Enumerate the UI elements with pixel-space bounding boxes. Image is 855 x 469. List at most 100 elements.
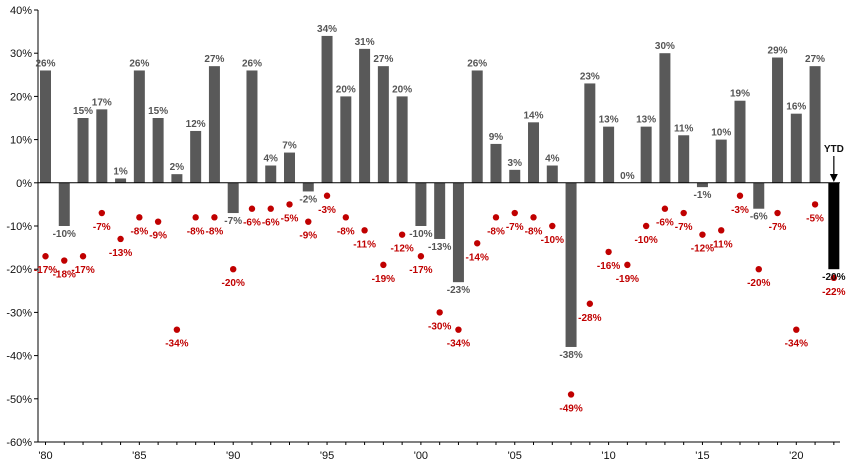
y-tick-label: -50% [6,394,32,406]
decline-value-label: -9% [149,231,167,242]
decline-dot [305,218,312,225]
return-bar [509,169,521,183]
decline-value-label: -34% [785,339,808,350]
bar-value-label: 10% [711,128,731,139]
return-bar [828,182,840,270]
return-bar [340,96,352,183]
bar-value-label: -10% [53,229,76,240]
decline-dot [61,257,68,264]
bar-value-label: 3% [508,158,523,169]
decline-value-label: -16% [597,261,620,272]
bars-layer [40,35,840,347]
decline-dot [605,248,612,256]
decline-value-label: -3% [318,205,336,216]
decline-value-label: -3% [731,205,749,216]
return-bar [528,122,540,183]
return-bar [321,35,333,183]
x-tick-label: '15 [695,450,709,462]
decline-value-label: -5% [806,213,824,224]
return-bar [490,143,502,183]
bar-value-label: 20% [336,84,356,95]
return-bar [377,66,389,183]
decline-value-label: -30% [428,321,451,332]
decline-value-label: -8% [130,226,148,237]
return-bar [58,182,70,226]
return-bar [565,182,577,347]
return-bar [302,182,314,192]
decline-value-label: -5% [281,213,299,224]
ytd-label: YTD [824,144,844,155]
decline-dot [380,261,387,269]
return-bar [415,182,427,226]
bar-value-label: 7% [282,141,297,152]
bar-value-label: 9% [489,132,504,143]
x-tick-label: '05 [508,450,522,462]
decline-dot [624,261,631,269]
decline-dot [417,253,425,260]
decline-dot [830,274,838,282]
return-bar [396,96,408,183]
bar-value-label: 26% [129,58,149,69]
ytd-arrow-head [829,174,838,182]
decline-value-label: -10% [634,235,657,246]
bar-value-label: 30% [655,41,675,52]
y-tick-label: -20% [6,264,32,276]
bar-value-label: 23% [580,71,600,82]
x-tick-label: '00 [414,450,428,462]
bar-value-label: 14% [524,110,544,121]
return-bar [208,66,220,183]
decline-value-label: -22% [822,287,845,298]
decline-value-label: -17% [409,265,432,276]
bar-value-label: -20% [822,272,845,283]
return-bar [171,174,183,183]
decline-dot [230,266,237,273]
return-bar [227,182,239,214]
decline-dot [699,231,706,238]
decline-dot [154,218,162,225]
bar-value-label: 26% [467,58,487,69]
decline-dot [736,192,744,199]
return-bar [603,126,615,183]
bar-value-label: 13% [599,115,619,126]
decline-value-label: -18% [53,270,76,281]
bar-value-label: 31% [355,37,375,48]
bar-value-label: 27% [204,54,224,65]
bar-value-label: -23% [447,285,470,296]
bar-value-label: 13% [636,115,656,126]
bar-value-label: -6% [750,212,768,223]
return-bar [359,48,371,183]
decline-value-label: -7% [769,222,787,233]
decline-dot [361,227,368,234]
x-tick-label: '20 [789,450,803,462]
decline-value-label: -20% [222,278,245,289]
bar-value-label: 16% [786,102,806,113]
decline-dot [642,222,650,230]
labels-layer: 26%-10%15%17%1%26%15%2%12%27%-7%26%4%7%-… [34,24,846,415]
decline-dot [211,214,218,221]
decline-dot [793,326,800,333]
bar-value-label: 27% [805,54,825,65]
return-bar [753,182,765,209]
return-bar [471,70,483,183]
return-bar [546,165,558,183]
decline-value-label: -8% [187,226,205,237]
decline-dot [455,326,462,333]
y-tick-label: 0% [16,178,32,190]
decline-value-label: -12% [390,244,413,255]
return-bar [133,70,145,183]
y-tick-label: -40% [6,351,32,363]
bar-value-label: 26% [35,58,55,69]
decline-value-label: -7% [675,222,693,233]
decline-dot [530,214,537,221]
bar-value-label: 34% [317,24,337,35]
bar-value-label: 1% [113,166,128,177]
return-bar [452,182,464,283]
decline-value-label: -17% [71,265,94,276]
return-bar [659,53,671,183]
bar-value-label: 19% [730,89,750,100]
decline-value-label: -6% [262,218,280,229]
return-bar [772,57,784,183]
bar-value-label: -10% [409,229,432,240]
decline-value-label: -19% [616,274,639,285]
decline-dot [398,231,406,238]
